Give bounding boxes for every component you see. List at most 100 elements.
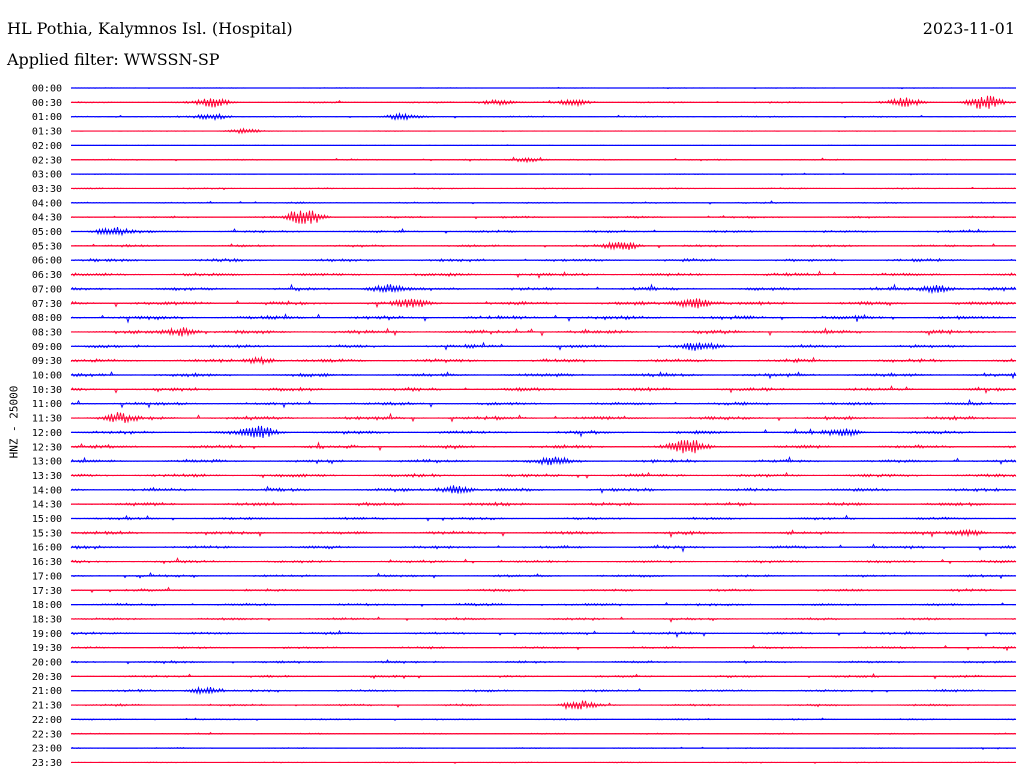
trace-line — [70, 685, 1017, 696]
time-label: 09:00 — [32, 342, 62, 353]
station-title: HL Pothia, Kalymnos Isl. (Hospital) — [7, 19, 293, 38]
trace-line — [70, 761, 1017, 764]
time-label: 19:30 — [32, 643, 62, 654]
time-label: 15:00 — [32, 514, 62, 525]
time-label: 21:00 — [32, 686, 62, 697]
trace-line — [70, 485, 1017, 495]
trace-line — [70, 172, 1017, 176]
trace-line — [70, 731, 1017, 735]
trace-line — [70, 241, 1017, 251]
time-label: 10:30 — [32, 385, 62, 396]
time-label: 06:30 — [32, 270, 62, 281]
time-label: 12:30 — [32, 442, 62, 453]
trace-line — [70, 313, 1017, 324]
time-label: 00:30 — [32, 98, 62, 109]
time-label: 04:00 — [32, 198, 62, 209]
trace-line — [70, 112, 1017, 122]
time-label: 02:30 — [32, 155, 62, 166]
trace-line — [70, 156, 1017, 164]
trace-line — [70, 586, 1017, 593]
time-label: 12:00 — [32, 428, 62, 439]
trace-line — [70, 355, 1017, 366]
time-label: 14:30 — [32, 500, 62, 511]
time-label: 20:00 — [32, 658, 62, 669]
time-label: 18:00 — [32, 600, 62, 611]
trace-line — [70, 746, 1017, 750]
time-label: 21:30 — [32, 701, 62, 712]
time-label: 01:30 — [32, 127, 62, 138]
time-label: 03:30 — [32, 184, 62, 195]
trace-line — [70, 270, 1017, 279]
time-label: 13:30 — [32, 471, 62, 482]
trace-line — [70, 471, 1017, 479]
trace-line — [70, 543, 1017, 553]
time-label: 22:00 — [32, 715, 62, 726]
trace-line — [70, 425, 1017, 438]
trace-line — [70, 186, 1017, 191]
time-label: 00:00 — [32, 84, 62, 95]
trace-line — [70, 528, 1017, 539]
traces-group — [70, 86, 1017, 764]
time-label: 08:00 — [32, 313, 62, 324]
time-label: 16:00 — [32, 543, 62, 554]
date-label: 2023-11-01 — [922, 19, 1015, 38]
time-label: 20:30 — [32, 672, 62, 683]
time-label: 02:00 — [32, 141, 62, 152]
time-label: 01:00 — [32, 112, 62, 123]
time-label: 03:00 — [32, 170, 62, 181]
trace-line — [70, 501, 1017, 507]
trace-line — [70, 283, 1017, 295]
trace-line — [70, 86, 1017, 90]
trace-line — [70, 412, 1017, 424]
trace-line — [70, 210, 1017, 224]
trace-line — [70, 717, 1017, 721]
time-label: 22:30 — [32, 729, 62, 740]
trace-line — [70, 601, 1017, 607]
trace-line — [70, 572, 1017, 580]
trace-line — [70, 298, 1017, 309]
time-label: 10:00 — [32, 371, 62, 382]
trace-line — [70, 326, 1017, 337]
time-label: 14:00 — [32, 485, 62, 496]
time-label: 06:00 — [32, 256, 62, 267]
trace-line — [70, 385, 1017, 394]
trace-line — [70, 200, 1017, 205]
time-label: 18:30 — [32, 614, 62, 625]
time-label: 16:30 — [32, 557, 62, 568]
trace-line — [70, 371, 1017, 380]
trace-line — [70, 557, 1017, 565]
trace-line — [70, 455, 1017, 466]
time-label: 15:30 — [32, 528, 62, 539]
trace-line — [70, 644, 1017, 652]
trace-line — [70, 629, 1017, 639]
time-label: 07:00 — [32, 284, 62, 295]
trace-line — [70, 257, 1017, 263]
time-label: 04:30 — [32, 213, 62, 224]
time-label: 19:00 — [32, 629, 62, 640]
time-label: 07:30 — [32, 299, 62, 310]
time-label: 17:00 — [32, 571, 62, 582]
time-label: 08:30 — [32, 327, 62, 338]
trace-line — [70, 700, 1017, 711]
time-label: 05:30 — [32, 241, 62, 252]
time-label: 05:00 — [32, 227, 62, 238]
time-label: 23:00 — [32, 744, 62, 755]
time-labels-group: 00:00 00:30 01:00 01:30 02:00 02:30 03:00 03:30… — [32, 84, 62, 769]
time-label: 13:00 — [32, 457, 62, 468]
trace-line — [70, 659, 1017, 665]
time-label: 23:30 — [32, 758, 62, 769]
time-label: 09:30 — [32, 356, 62, 367]
time-label: 17:30 — [32, 586, 62, 597]
trace-line — [70, 95, 1017, 109]
time-label: 11:00 — [32, 399, 62, 410]
trace-line — [70, 398, 1017, 409]
filter-label: Applied filter: WWSSN-SP — [7, 50, 220, 69]
time-label: 11:30 — [32, 414, 62, 425]
trace-line — [70, 616, 1017, 623]
trace-line — [70, 514, 1017, 522]
trace-line — [70, 226, 1017, 237]
trace-line — [70, 440, 1017, 454]
trace-line — [70, 672, 1017, 680]
trace-line — [70, 144, 1017, 147]
